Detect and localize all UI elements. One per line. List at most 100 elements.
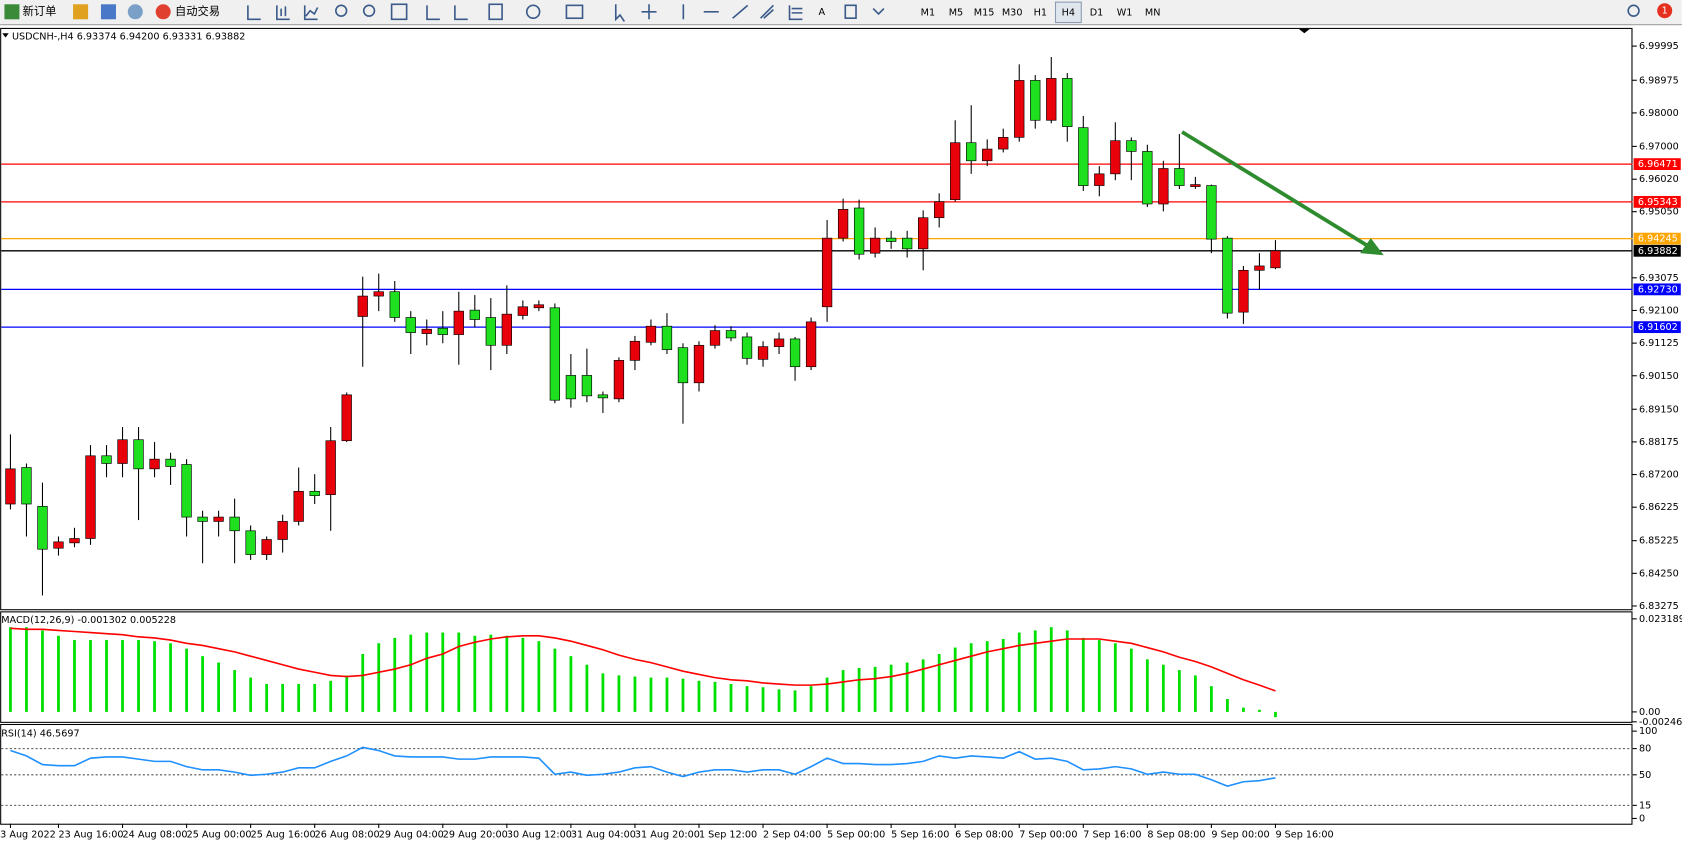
candle-body [982,148,993,162]
histogram-bar [89,640,92,712]
histogram-bar [601,673,605,712]
histogram-bar [953,647,957,712]
cursor-tool[interactable] [614,4,626,22]
candle-body [998,137,1009,150]
histogram-bar [537,641,541,712]
histogram-bar [905,662,909,712]
y-tick-label: 6.84250 [1639,568,1679,579]
scroll-tool[interactable] [426,5,440,21]
candle-body [101,455,112,464]
timeframe-button[interactable]: M15 [974,7,995,18]
fibo-tool[interactable] [788,5,803,21]
period-tool[interactable] [525,4,541,20]
channel-tool[interactable] [759,4,775,19]
zoom-out-tool[interactable] [362,4,376,17]
histogram-bar [1210,686,1213,712]
candle-body [805,321,817,368]
x-tick-label: 25 Aug 16:00 [251,829,316,840]
line-chart-tool[interactable] [303,5,319,21]
macd-panel-frame [0,611,1633,723]
x-tick-label: 25 Aug 00:00 [187,829,252,840]
histogram-bar [809,686,813,712]
y-tick-label: 6.90150 [1639,371,1679,382]
chart-tools [247,3,885,22]
histogram-bar [745,686,749,712]
candle-body [1110,140,1121,175]
histogram-bar [921,659,925,712]
price-label-box [1633,232,1681,245]
histogram-bar [793,690,797,712]
label-tool[interactable] [844,4,857,20]
timeframe-button[interactable]: W1 [1117,7,1133,18]
price-label-box [1633,321,1681,334]
tile-tool[interactable] [390,3,408,21]
candle-body [37,506,48,550]
timeframe-button[interactable]: H4 [1062,7,1075,18]
new-order-button[interactable]: 新订单 [4,4,56,20]
candle-body [1046,78,1057,121]
histogram-bar [473,635,477,712]
timeframe-button[interactable]: H1 [1034,7,1047,18]
y-tick-label: 6.91125 [1639,338,1679,349]
active-timeframe [1054,1,1082,24]
bar-chart-tool[interactable] [247,5,261,21]
price-label-box [1633,158,1681,171]
candle-body [501,313,512,346]
histogram-bar [313,684,317,712]
indicator-tool[interactable] [488,3,503,21]
candle-body [821,237,833,308]
plot-layer: USDCNH-,H4 6.93374 6.94200 6.93331 6.938… [0,31,1682,840]
x-tick-label: 24 Aug 08:00 [123,829,188,840]
timeframe-button[interactable]: D1 [1090,7,1104,18]
histogram-bar [57,635,60,712]
arrows-tool[interactable] [872,8,885,16]
timeframe-button[interactable]: M1 [921,7,935,18]
histogram-bar [121,640,124,712]
text-tool[interactable]: A [818,7,825,18]
y-tick-label: 0.00 [1639,707,1660,718]
candle-chart-tool[interactable] [276,5,290,21]
candle-body [773,338,785,347]
notification-badge[interactable] [1657,3,1673,19]
trend-arrow-head [1360,238,1384,256]
y-tick-label: 0 [1639,813,1645,824]
histogram-bar [1033,630,1037,712]
price-label-box [1633,283,1681,296]
template-tool[interactable] [565,4,584,20]
candle-body [277,521,288,540]
zoom-in-tool[interactable] [335,4,348,17]
trend-arrow [1181,130,1384,256]
candle-body [597,394,609,399]
toolbar-icon[interactable] [100,4,116,20]
histogram-bar [73,640,76,712]
histogram-bar [409,634,413,712]
timeframe-button[interactable]: MN [1145,7,1161,18]
candle-body [69,538,80,544]
y-tick-label: 6.89150 [1639,404,1679,415]
toolbar-icon[interactable] [73,4,89,20]
auto-trading-button[interactable]: 自动交易 [155,4,220,20]
candle-body [1094,173,1105,186]
y-tick-label: 6.96020 [1639,174,1679,185]
timeframe-button[interactable]: M30 [1002,7,1023,18]
histogram-bar [729,684,733,712]
x-tick-label: 29 Aug 04:00 [379,829,444,840]
candle-body [437,327,448,335]
histogram-bar [1193,675,1197,712]
shift-tool[interactable] [454,5,468,21]
histogram-bar [41,630,44,712]
x-tick-label: 26 Aug 08:00 [315,829,380,840]
price-label: 6.92730 [1638,284,1678,295]
signal-line [10,627,1276,692]
rsi-line [10,746,1276,788]
trendline-tool[interactable] [732,4,749,19]
crosshair-tool[interactable] [641,4,657,20]
candle-body [149,458,160,470]
timeframe-button[interactable]: M5 [949,7,963,18]
x-tick-label: 29 Aug 20:00 [443,829,508,840]
search-button[interactable] [1627,4,1640,17]
toolbar-icon[interactable] [127,4,143,20]
notification-count: 1 [1662,6,1668,17]
x-tick-label: 31 Aug 04:00 [571,829,636,840]
histogram-bar [329,680,333,712]
